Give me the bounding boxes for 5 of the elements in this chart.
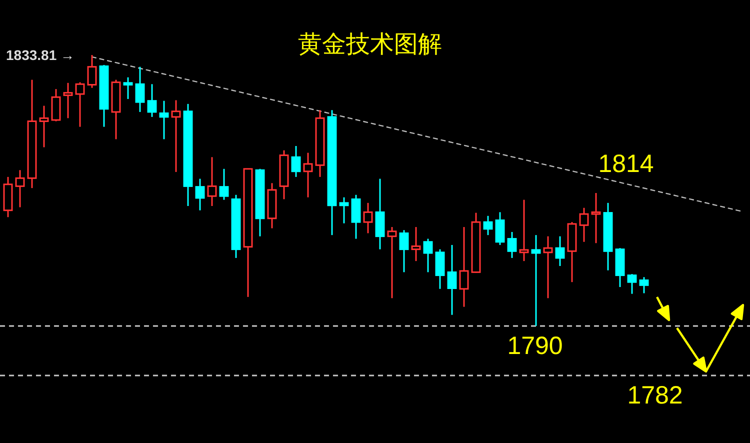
ref-line-label: 1790 — [507, 332, 563, 360]
ref-line-label: 1782 — [627, 381, 683, 410]
chart-title: 黄金技术图解 — [298, 30, 442, 58]
annotation: 1833.81 → — [6, 47, 74, 63]
annotation: 1814 — [598, 150, 654, 178]
